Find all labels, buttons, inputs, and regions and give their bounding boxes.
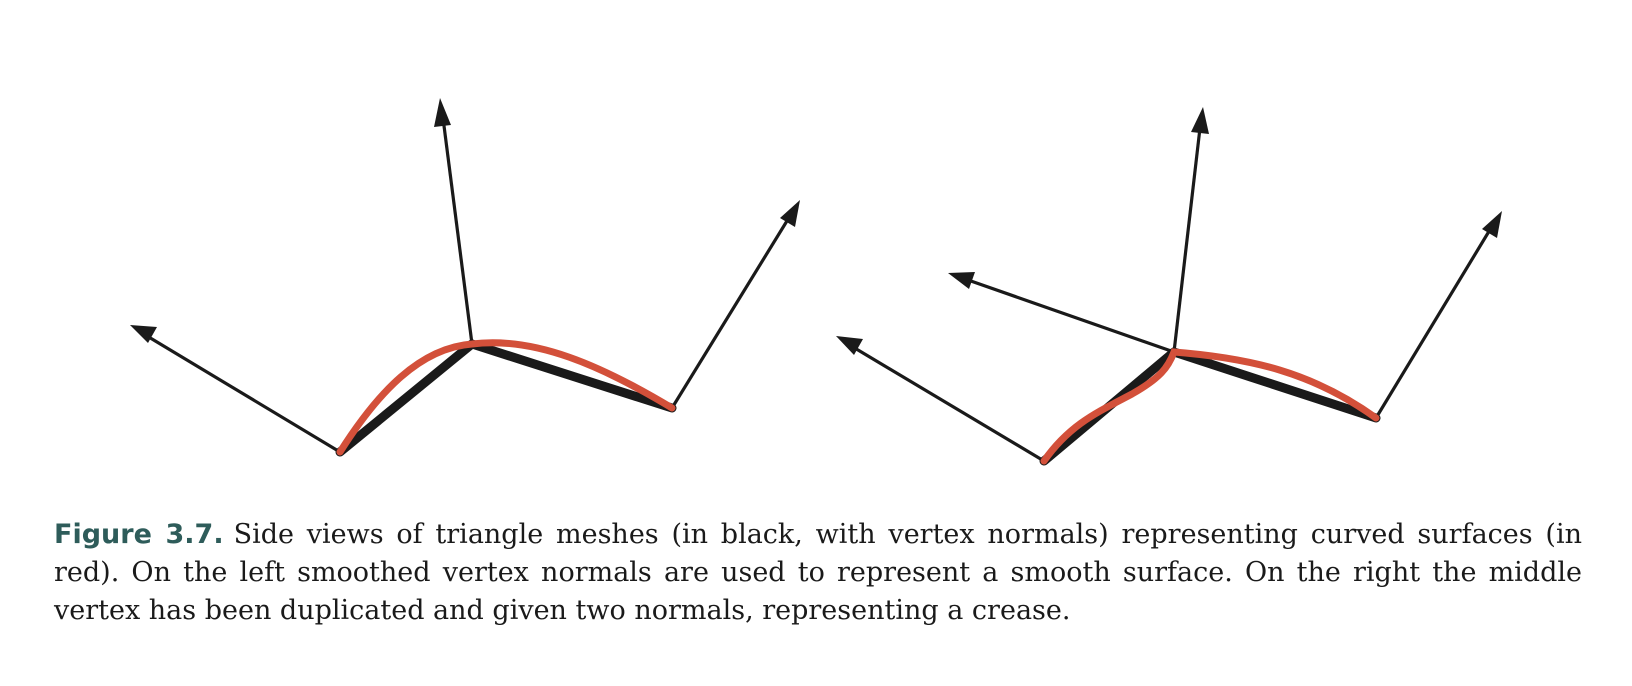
- left-curved-surface: [336, 339, 676, 456]
- left-vertex-3-normal-arrow: [670, 200, 800, 409]
- left-mesh-edge-2: [467, 339, 677, 413]
- right-vertex-2-normal-a-arrow: [948, 272, 1175, 354]
- figure-label: Figure 3.7.: [54, 519, 224, 550]
- right-curved-surface: [1040, 348, 1380, 465]
- left-vertex-1-normal-arrow: [130, 325, 341, 454]
- right-mesh-edge-2: [1169, 347, 1381, 423]
- right-vertex-3-normal-arrow: [1374, 211, 1502, 419]
- figure-caption: Figure 3.7. Side views of triangle meshes…: [54, 516, 1582, 630]
- right-crease-panel: [836, 107, 1502, 466]
- right-vertex-1-normal-arrow: [836, 336, 1045, 463]
- left-vertex-2-normal-arrow: [434, 98, 474, 345]
- right-vertex-2-normal-b-arrow: [1172, 107, 1209, 353]
- left-smooth-panel: [130, 98, 800, 457]
- figure-diagram: [130, 98, 1502, 466]
- figure-caption-text: Side views of triangle meshes (in black,…: [54, 519, 1582, 626]
- left-mesh-edge-1: [335, 339, 477, 457]
